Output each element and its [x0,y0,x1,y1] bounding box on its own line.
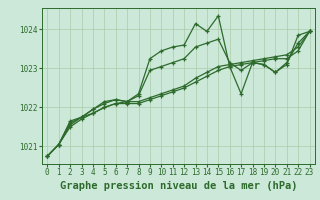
X-axis label: Graphe pression niveau de la mer (hPa): Graphe pression niveau de la mer (hPa) [60,181,297,191]
